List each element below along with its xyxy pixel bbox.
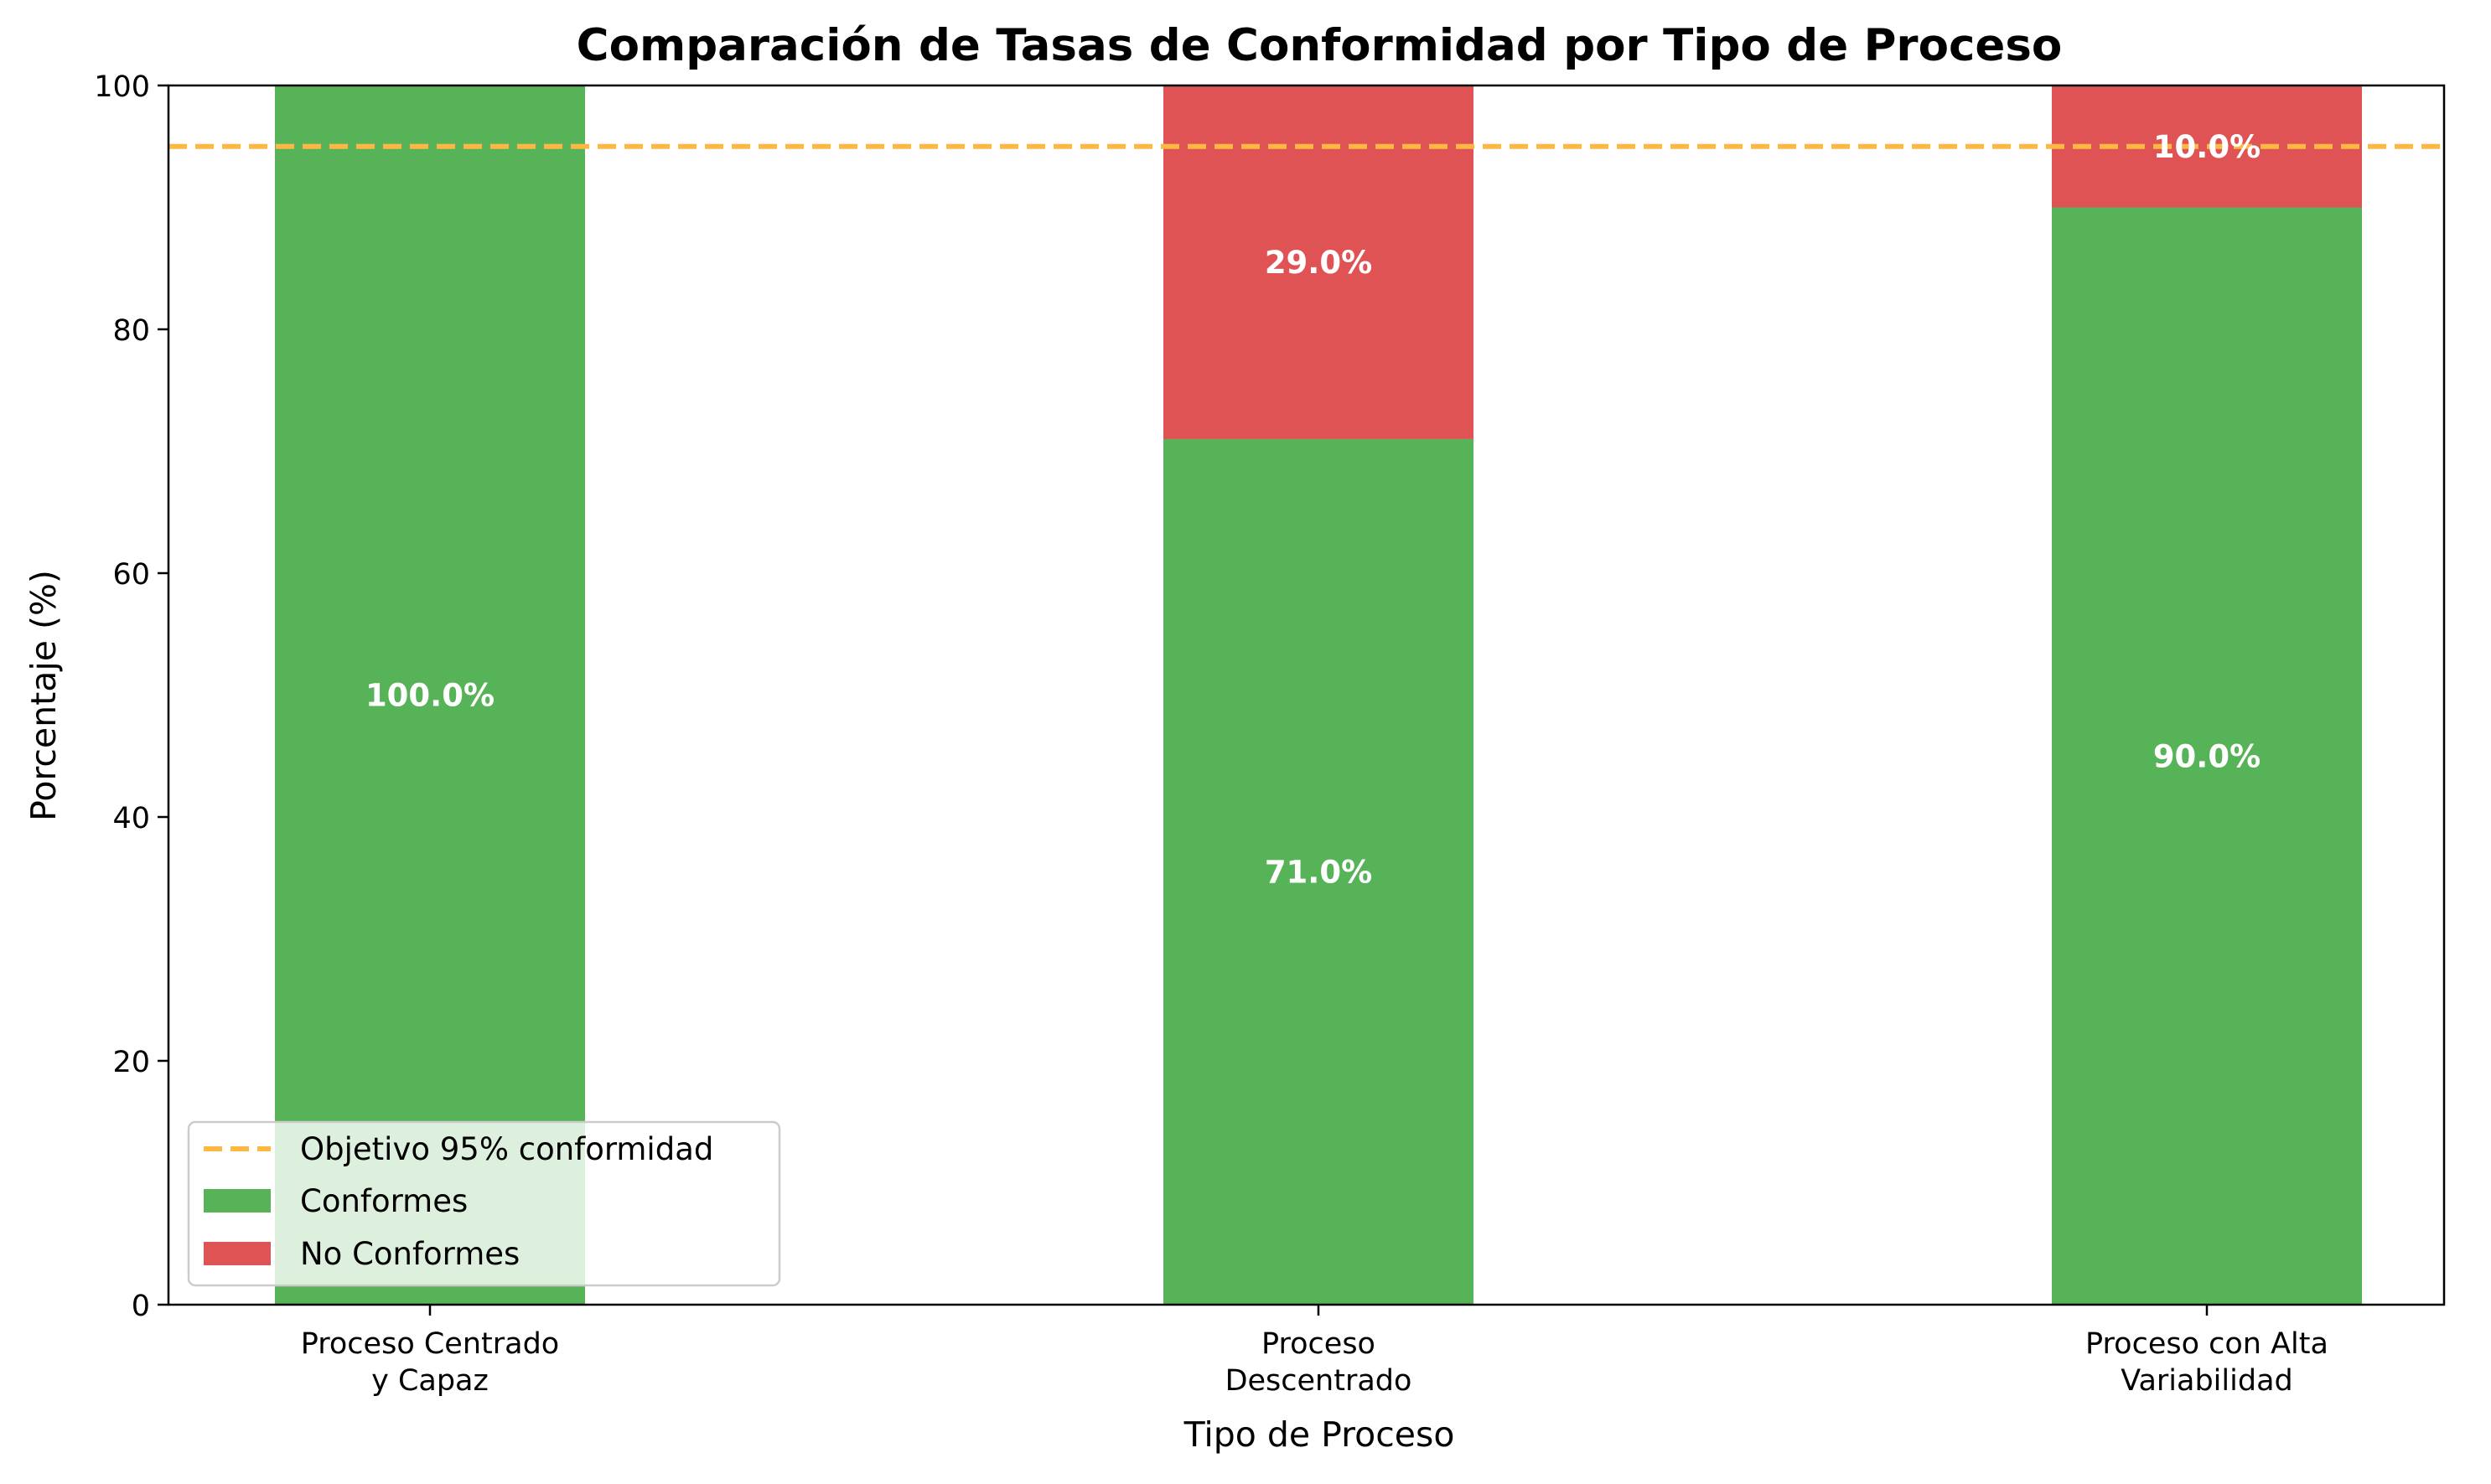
bar-labels-top-layer: 10.0% (2153, 129, 2261, 165)
x-tick-label: Proceso Descentrado (1225, 1327, 1412, 1398)
legend-label: Conformes (300, 1183, 468, 1219)
x-tick-label: Proceso Centrado y Capaz (301, 1327, 559, 1398)
legend-box (187, 1120, 781, 1287)
data-label-conformes-1: 71.0% (1265, 854, 1372, 890)
data-label-conformes-2: 90.0% (2153, 738, 2261, 774)
bar-conformes-0 (275, 85, 585, 1305)
y-tick-label: 0 (132, 1290, 150, 1323)
y-axis: 0 20 40 60 80 100 (94, 70, 168, 1323)
y-tick-label: 60 (112, 558, 150, 592)
legend: Objetivo 95% conformidad Conformes No Conf… (187, 1120, 781, 1287)
plot-frame (167, 84, 2446, 1306)
y-tick-label: 80 (112, 314, 150, 348)
legend-swatch-conformes (204, 1189, 271, 1213)
y-tick-label: 100 (94, 70, 150, 104)
bar-conformes-1 (1163, 438, 1473, 1306)
legend-label: Objetivo 95% conformidad (300, 1131, 713, 1167)
y-axis-label: Porcentaje (%) (23, 570, 64, 821)
x-axis: Proceso Centrado y Capaz Proceso Descentrad… (301, 1305, 2328, 1398)
legend-label: No Conformes (300, 1236, 520, 1272)
legend-swatch-no-conformes (204, 1242, 271, 1265)
bar-labels-layer: 100.0% 71.0% 29.0% 90.0% (365, 245, 2261, 890)
data-label-no-conformes-2: 10.0% (2153, 129, 2261, 165)
x-tick-label: Proceso con Alta Variabilidad (2085, 1327, 2328, 1398)
chart-title: Comparación de Tasas de Conformidad por … (577, 20, 2063, 71)
bar-conformes-2 (2052, 207, 2362, 1305)
y-tick-label: 20 (112, 1046, 150, 1079)
data-label-conformes-0: 100.0% (365, 678, 495, 714)
y-tick-label: 40 (112, 802, 150, 835)
x-axis-label: Tipo de Proceso (1183, 1414, 1455, 1455)
data-label-no-conformes-1: 29.0% (1265, 245, 1372, 281)
